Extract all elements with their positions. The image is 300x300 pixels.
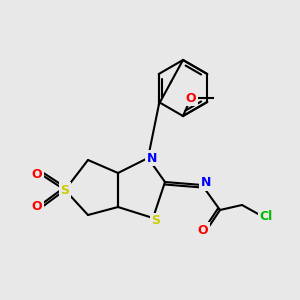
Text: O: O [186, 92, 196, 104]
Text: O: O [32, 200, 42, 214]
Text: O: O [186, 92, 196, 104]
Text: O: O [32, 169, 42, 182]
Text: N: N [147, 152, 157, 164]
Text: S: S [61, 184, 70, 196]
Text: N: N [201, 176, 211, 190]
Text: O: O [198, 224, 208, 236]
Text: S: S [152, 214, 160, 227]
Text: Cl: Cl [260, 211, 273, 224]
